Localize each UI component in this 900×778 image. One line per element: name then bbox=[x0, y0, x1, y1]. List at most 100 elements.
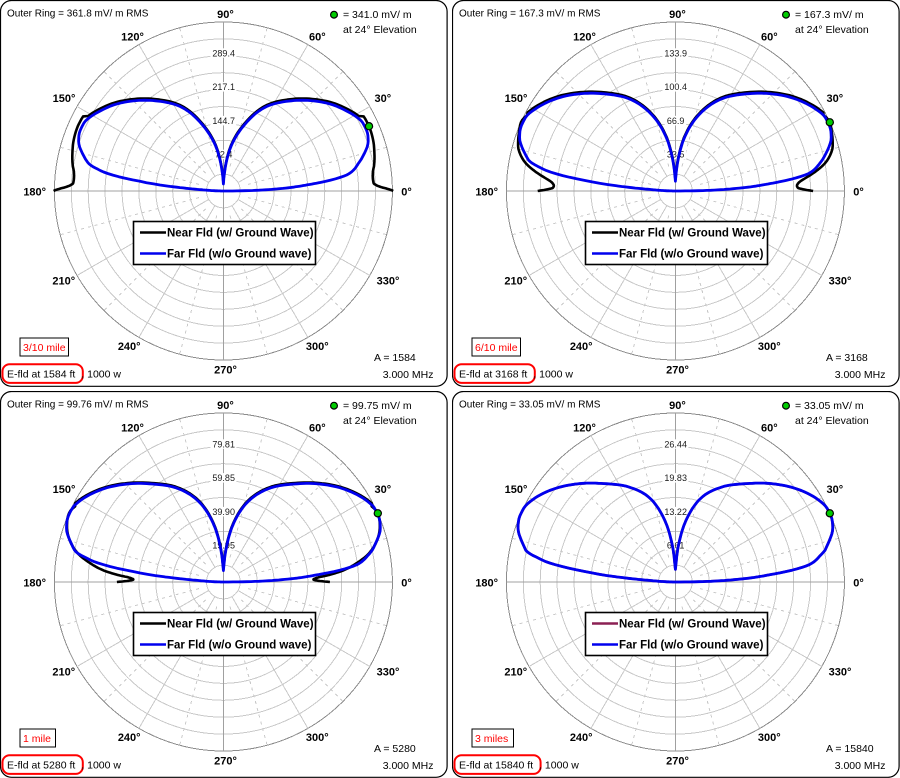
svg-text:, 1000 w: , 1000 w bbox=[534, 369, 574, 381]
svg-text:270°: 270° bbox=[666, 365, 689, 377]
svg-text:240°: 240° bbox=[118, 341, 141, 353]
svg-text:0°: 0° bbox=[854, 187, 865, 199]
svg-text:6.61: 6.61 bbox=[667, 541, 685, 551]
svg-text:300°: 300° bbox=[306, 341, 329, 353]
svg-text:Far Fld (w/o Ground wave): Far Fld (w/o Ground wave) bbox=[619, 249, 764, 261]
svg-text:E-fld at 3168 ft: E-fld at 3168 ft bbox=[459, 369, 527, 381]
svg-text:, 1000 w: , 1000 w bbox=[81, 760, 121, 772]
svg-text:60°: 60° bbox=[309, 31, 326, 43]
svg-text:= 167.3 mV/ m: = 167.3 mV/ m bbox=[795, 9, 864, 21]
svg-text:A = 3168: A = 3168 bbox=[826, 352, 868, 364]
svg-text:Far Fld (w/o Ground wave): Far Fld (w/o Ground wave) bbox=[167, 640, 312, 652]
svg-text:E-fld at 5280 ft: E-fld at 5280 ft bbox=[7, 760, 75, 772]
svg-text:330°: 330° bbox=[377, 667, 400, 679]
svg-text:at 24° Elevation: at 24° Elevation bbox=[795, 24, 869, 36]
svg-text:120°: 120° bbox=[121, 422, 144, 434]
svg-text:13.22: 13.22 bbox=[665, 507, 688, 517]
svg-text:300°: 300° bbox=[306, 732, 329, 744]
svg-text:90°: 90° bbox=[669, 9, 686, 21]
svg-text:120°: 120° bbox=[573, 31, 596, 43]
svg-text:3 miles: 3 miles bbox=[475, 733, 508, 745]
svg-text:Near Fld (w/ Ground Wave): Near Fld (w/ Ground Wave) bbox=[167, 619, 314, 631]
svg-text:19.83: 19.83 bbox=[665, 473, 688, 483]
svg-text:A = 15840: A = 15840 bbox=[826, 743, 874, 755]
svg-text:72.4: 72.4 bbox=[215, 150, 233, 160]
svg-text:60°: 60° bbox=[761, 422, 778, 434]
svg-text:133.9: 133.9 bbox=[665, 48, 688, 58]
svg-text:30°: 30° bbox=[827, 484, 844, 496]
svg-text:3.000 MHz: 3.000 MHz bbox=[383, 760, 434, 772]
svg-text:330°: 330° bbox=[377, 276, 400, 288]
svg-text:330°: 330° bbox=[829, 276, 852, 288]
svg-text:180°: 180° bbox=[23, 187, 46, 199]
svg-text:3.000 MHz: 3.000 MHz bbox=[383, 369, 434, 381]
svg-text:270°: 270° bbox=[214, 365, 237, 377]
svg-text:= 99.75 mV/ m: = 99.75 mV/ m bbox=[343, 400, 412, 412]
svg-text:270°: 270° bbox=[666, 756, 689, 768]
svg-text:6/10 mile: 6/10 mile bbox=[475, 342, 518, 354]
svg-text:240°: 240° bbox=[570, 341, 593, 353]
svg-text:120°: 120° bbox=[121, 31, 144, 43]
svg-text:19.95: 19.95 bbox=[212, 541, 235, 551]
svg-text:270°: 270° bbox=[214, 756, 237, 768]
svg-text:at 24° Elevation: at 24° Elevation bbox=[795, 415, 869, 427]
svg-text:Near Fld (w/ Ground Wave): Near Fld (w/ Ground Wave) bbox=[619, 619, 766, 631]
svg-text:90°: 90° bbox=[217, 9, 234, 21]
svg-text:, 1000 w: , 1000 w bbox=[81, 369, 121, 381]
svg-text:30°: 30° bbox=[827, 93, 844, 105]
svg-text:150°: 150° bbox=[505, 93, 528, 105]
svg-text:150°: 150° bbox=[53, 484, 76, 496]
svg-text:Outer Ring = 99.76 mV/ m RMS: Outer Ring = 99.76 mV/ m RMS bbox=[7, 400, 149, 411]
svg-text:E-fld at 1584 ft: E-fld at 1584 ft bbox=[7, 369, 75, 381]
svg-text:150°: 150° bbox=[505, 484, 528, 496]
svg-text:240°: 240° bbox=[118, 732, 141, 744]
svg-text:210°: 210° bbox=[52, 276, 75, 288]
svg-text:90°: 90° bbox=[217, 400, 234, 412]
svg-text:79.81: 79.81 bbox=[212, 439, 235, 449]
svg-text:Outer Ring = 33.05 mV/ m RMS: Outer Ring = 33.05 mV/ m RMS bbox=[459, 400, 601, 411]
svg-text:3/10 mile: 3/10 mile bbox=[23, 342, 66, 354]
svg-text:240°: 240° bbox=[570, 732, 593, 744]
svg-text:180°: 180° bbox=[23, 578, 46, 590]
svg-text:3.000 MHz: 3.000 MHz bbox=[835, 760, 886, 772]
svg-text:26.44: 26.44 bbox=[665, 439, 688, 449]
svg-text:30°: 30° bbox=[374, 484, 391, 496]
svg-text:90°: 90° bbox=[669, 400, 686, 412]
svg-text:1 mile: 1 mile bbox=[23, 733, 51, 745]
svg-text:0°: 0° bbox=[401, 187, 412, 199]
svg-text:100.4: 100.4 bbox=[665, 82, 688, 92]
svg-text:289.4: 289.4 bbox=[212, 48, 235, 58]
svg-text:at 24° Elevation: at 24° Elevation bbox=[343, 415, 417, 427]
svg-text:59.85: 59.85 bbox=[212, 473, 235, 483]
svg-text:A = 5280: A = 5280 bbox=[374, 743, 416, 755]
svg-text:0°: 0° bbox=[854, 578, 865, 590]
svg-text:144.7: 144.7 bbox=[212, 116, 235, 126]
svg-text:= 33.05 mV/ m: = 33.05 mV/ m bbox=[795, 400, 864, 412]
svg-text:39.90: 39.90 bbox=[212, 507, 235, 517]
svg-text:120°: 120° bbox=[573, 422, 596, 434]
svg-text:Far Fld (w/o Ground wave): Far Fld (w/o Ground wave) bbox=[619, 640, 764, 652]
svg-text:33.5: 33.5 bbox=[667, 150, 685, 160]
svg-text:0°: 0° bbox=[401, 578, 412, 590]
svg-text:66.9: 66.9 bbox=[667, 116, 685, 126]
svg-text:217.1: 217.1 bbox=[212, 82, 235, 92]
svg-text:Far Fld (w/o Ground wave): Far Fld (w/o Ground wave) bbox=[167, 249, 312, 261]
svg-text:Near Fld (w/ Ground Wave): Near Fld (w/ Ground Wave) bbox=[167, 228, 314, 240]
svg-text:30°: 30° bbox=[374, 93, 391, 105]
svg-text:Near Fld (w/ Ground Wave): Near Fld (w/ Ground Wave) bbox=[619, 228, 766, 240]
svg-text:at 24° Elevation: at 24° Elevation bbox=[343, 24, 417, 36]
svg-text:Outer Ring = 361.8 mV/ m RMS: Outer Ring = 361.8 mV/ m RMS bbox=[7, 9, 149, 20]
svg-text:A = 1584: A = 1584 bbox=[374, 352, 416, 364]
svg-text:210°: 210° bbox=[505, 667, 528, 679]
svg-text:300°: 300° bbox=[758, 341, 781, 353]
svg-text:60°: 60° bbox=[761, 31, 778, 43]
svg-text:150°: 150° bbox=[53, 93, 76, 105]
svg-text:3.000 MHz: 3.000 MHz bbox=[835, 369, 886, 381]
svg-text:210°: 210° bbox=[52, 667, 75, 679]
svg-text:= 341.0 mV/ m: = 341.0 mV/ m bbox=[343, 9, 412, 21]
svg-text:, 1000 w: , 1000 w bbox=[539, 760, 579, 772]
svg-text:300°: 300° bbox=[758, 732, 781, 744]
svg-text:Outer Ring = 167.3 mV/ m RMS: Outer Ring = 167.3 mV/ m RMS bbox=[459, 9, 601, 20]
svg-text:330°: 330° bbox=[829, 667, 852, 679]
svg-text:60°: 60° bbox=[309, 422, 326, 434]
